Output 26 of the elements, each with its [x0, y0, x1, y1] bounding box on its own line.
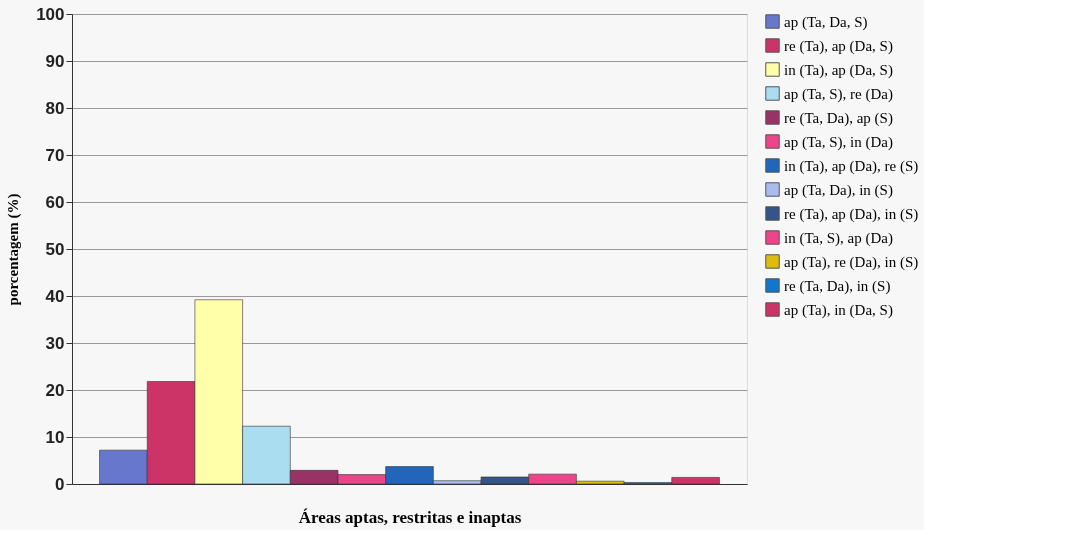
y-tick-label: 80 [45, 98, 65, 118]
legend-label: re (Ta, Da), ap (S) [784, 109, 893, 127]
legend-label: re (Ta, Da), in (S) [784, 277, 891, 295]
y-tick-label: 70 [45, 145, 65, 165]
legend-label: ap (Ta, S), in (Da) [784, 133, 893, 151]
legend-label: ap (Ta, Da), in (S) [784, 181, 893, 199]
y-tick-label: 40 [45, 286, 65, 306]
legend-label: re (Ta), ap (Da, S) [784, 37, 893, 55]
legend-label: ap (Ta), re (Da), in (S) [784, 253, 919, 271]
legend-label: ap (Ta, S), re (Da) [784, 85, 893, 103]
y-tick-label: 100 [36, 4, 65, 24]
legend-label: ap (Ta), in (Da, S) [784, 301, 893, 319]
y-tick-label: 50 [45, 239, 65, 259]
y-tick-label: 10 [45, 427, 65, 447]
y-tick-label: 90 [45, 51, 65, 71]
y-tick-label: 0 [55, 474, 65, 494]
legend-label: in (Ta), ap (Da), re (S) [784, 157, 919, 175]
y-tick-label: 60 [45, 192, 65, 212]
legend-label: in (Ta, S), ap (Da) [784, 229, 893, 247]
legend-label: ap (Ta, Da, S) [784, 13, 868, 31]
legend-label: in (Ta), ap (Da, S) [784, 61, 893, 79]
y-tick-label: 20 [45, 380, 65, 400]
y-axis-title: porcentagem (%) [5, 193, 23, 306]
x-axis-title: Áreas aptas, restritas e inaptas [298, 507, 522, 527]
legend-label: re (Ta), ap (Da), in (S) [784, 205, 919, 223]
y-tick-label: 30 [45, 333, 65, 353]
